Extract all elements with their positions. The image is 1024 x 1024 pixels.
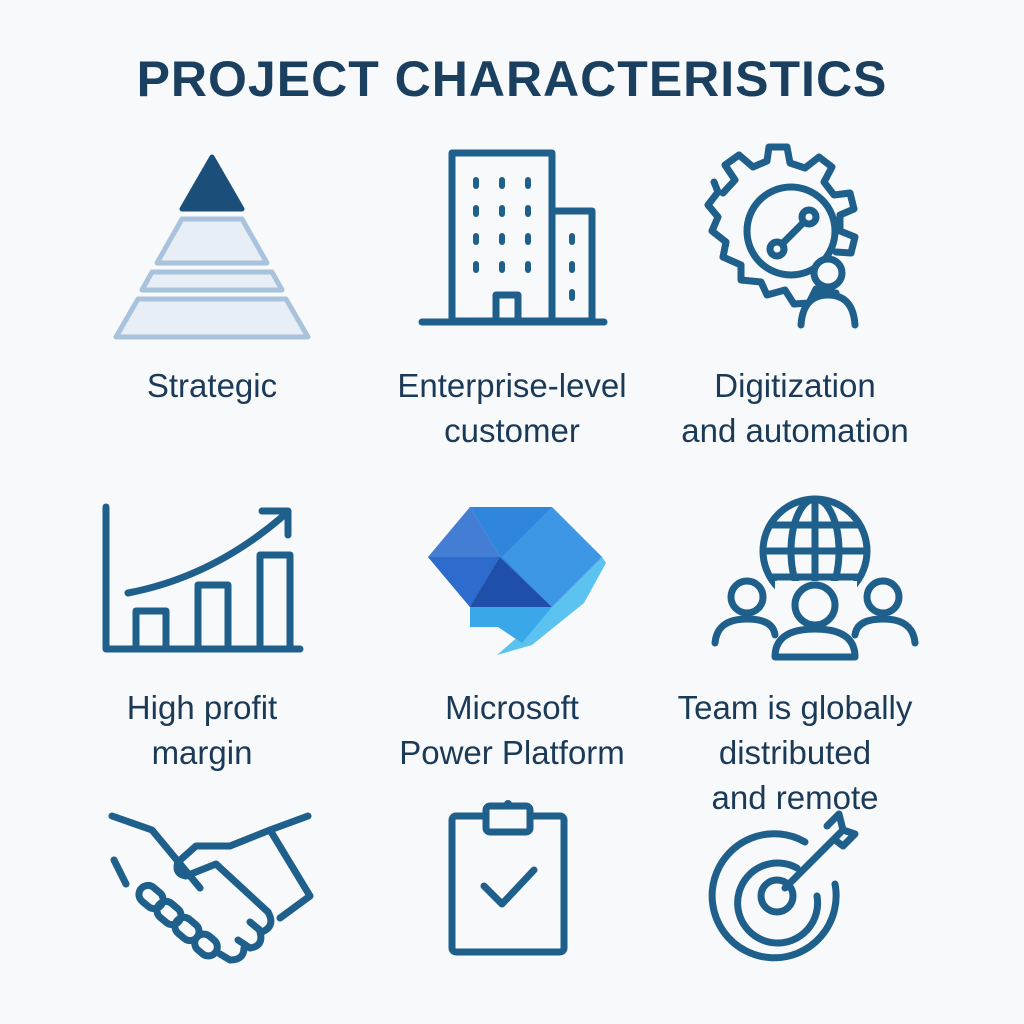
label-power-platform: Microsoft Power Platform [352,685,672,775]
label-profit-margin: High profit margin [42,685,362,775]
label-enterprise-customer: Enterprise-level customer [352,363,672,453]
clipboard-check-icon [412,800,612,1000]
power-automate-logo-icon [412,495,612,695]
label-line: Strategic [146,367,278,404]
label-line: and automation [681,412,909,449]
label-strategic: Strategic [52,363,372,408]
page-title: PROJECT CHARACTERISTICS [136,51,888,107]
globe-team-icon [695,495,919,695]
label-line: Team is globally [677,689,913,726]
pyramid-icon [112,145,312,345]
label-line: and remote [711,779,879,816]
label-line: margin [151,734,253,771]
handshake-icon [108,800,314,1000]
label-line: Power Platform [399,734,625,771]
label-line: High profit [126,689,278,726]
label-line: Microsoft [445,689,579,726]
gear-person-icon [695,143,895,345]
label-global-team: Team is globally distributed and remote [635,685,955,820]
label-line: distributed [718,734,872,771]
office-buildings-icon [412,145,612,345]
target-arrow-icon [695,800,895,1000]
label-line: Digitization [714,367,876,404]
label-line: customer [444,412,580,449]
label-line: Enterprise-level [397,367,627,404]
label-digitization: Digitization and automation [635,363,955,453]
growth-bar-chart-icon [102,495,304,695]
